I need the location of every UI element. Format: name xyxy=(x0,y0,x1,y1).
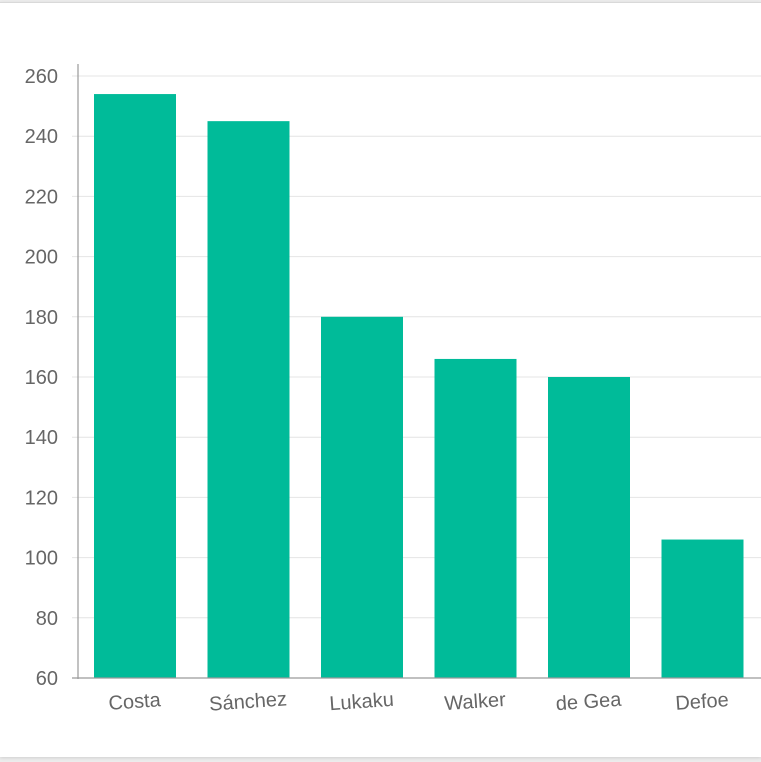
bar-walker xyxy=(434,358,517,678)
bar-defoe xyxy=(661,539,744,678)
axes xyxy=(72,64,761,679)
y-tick-label: 200 xyxy=(25,247,58,269)
x-tick-label: Sánchez xyxy=(208,688,287,715)
bar-costa xyxy=(94,94,176,678)
x-tick-label: Costa xyxy=(108,689,163,715)
y-tick-label: 60 xyxy=(36,668,58,690)
x-tick-label: Walker xyxy=(444,689,507,715)
y-tick-label: 240 xyxy=(25,126,58,148)
y-tick-label: 160 xyxy=(25,367,58,389)
grid-lines xyxy=(72,75,761,679)
y-tick-label: 140 xyxy=(25,427,58,449)
bar-lukaku xyxy=(321,316,403,678)
bar-de-gea xyxy=(548,377,630,678)
y-tick-label: 120 xyxy=(25,487,58,509)
y-axis-labels: 60 80 100 120 140 160 180 200 220 240 260 xyxy=(25,66,58,690)
y-tick-label: 220 xyxy=(25,186,58,208)
x-tick-label: de Gea xyxy=(555,689,623,716)
y-tick-label: 100 xyxy=(25,548,58,570)
x-tick-label: Defoe xyxy=(675,689,730,715)
x-tick-label: Lukaku xyxy=(329,689,395,715)
y-tick-label: 260 xyxy=(25,66,58,88)
bar-chart: 60 80 100 120 140 160 180 200 220 240 260 Costa Sán… xyxy=(25,64,761,716)
bars xyxy=(94,94,744,678)
y-tick-label: 80 xyxy=(36,608,58,630)
bar-s-nchez xyxy=(207,121,290,678)
y-tick-label: 180 xyxy=(25,307,58,329)
